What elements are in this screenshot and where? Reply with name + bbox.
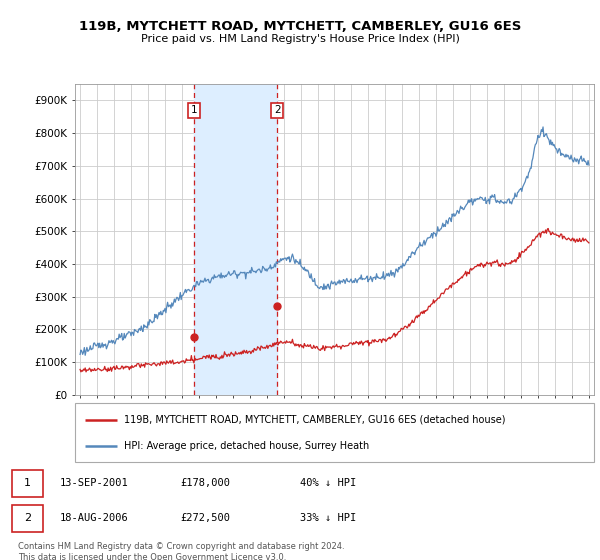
Text: 1: 1 (24, 478, 31, 488)
Text: This data is licensed under the Open Government Licence v3.0.: This data is licensed under the Open Gov… (18, 553, 286, 560)
Bar (194, 84, 277, 395)
Text: 2: 2 (24, 513, 31, 523)
Text: £272,500: £272,500 (180, 513, 230, 523)
FancyBboxPatch shape (12, 505, 43, 532)
Text: Contains HM Land Registry data © Crown copyright and database right 2024.: Contains HM Land Registry data © Crown c… (18, 542, 344, 550)
Text: £178,000: £178,000 (180, 478, 230, 488)
Text: 1: 1 (191, 105, 197, 115)
Text: 119B, MYTCHETT ROAD, MYTCHETT, CAMBERLEY, GU16 6ES (detached house): 119B, MYTCHETT ROAD, MYTCHETT, CAMBERLEY… (124, 414, 506, 424)
Text: 40% ↓ HPI: 40% ↓ HPI (300, 478, 356, 488)
Text: HPI: Average price, detached house, Surrey Heath: HPI: Average price, detached house, Surr… (124, 441, 370, 451)
Text: 2: 2 (274, 105, 280, 115)
Text: 33% ↓ HPI: 33% ↓ HPI (300, 513, 356, 523)
FancyBboxPatch shape (75, 403, 594, 462)
Text: Price paid vs. HM Land Registry's House Price Index (HPI): Price paid vs. HM Land Registry's House … (140, 34, 460, 44)
FancyBboxPatch shape (12, 470, 43, 497)
Text: 18-AUG-2006: 18-AUG-2006 (60, 513, 129, 523)
Text: 13-SEP-2001: 13-SEP-2001 (60, 478, 129, 488)
Text: 119B, MYTCHETT ROAD, MYTCHETT, CAMBERLEY, GU16 6ES: 119B, MYTCHETT ROAD, MYTCHETT, CAMBERLEY… (79, 20, 521, 32)
